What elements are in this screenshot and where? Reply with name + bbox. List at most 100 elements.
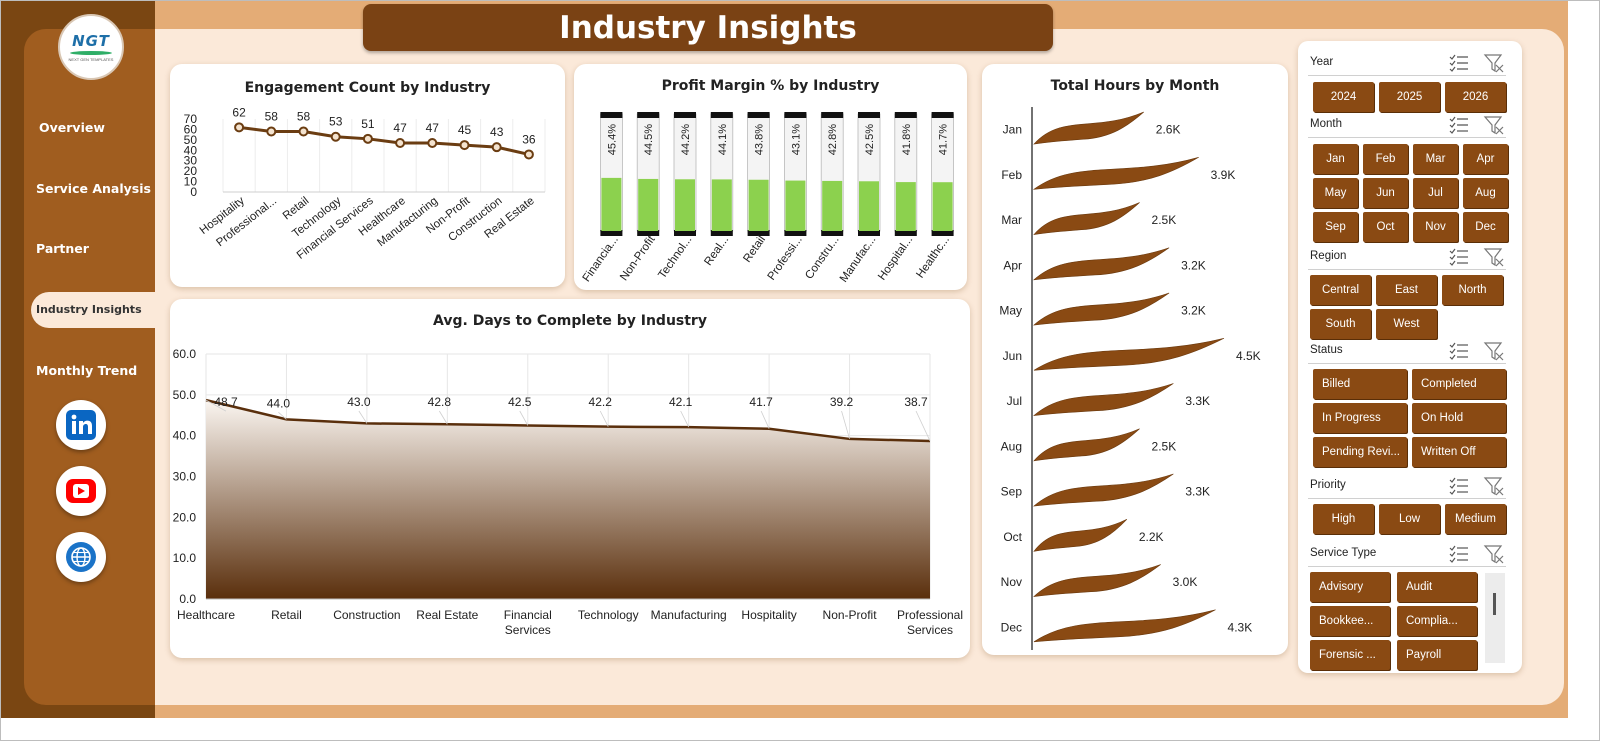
status-option-3[interactable]: On Hold <box>1412 403 1506 433</box>
region-option-4[interactable]: West <box>1376 309 1437 339</box>
month-option-9[interactable]: Oct <box>1363 212 1408 242</box>
y-tick-label: 60.0 <box>173 347 197 361</box>
priority-option-1[interactable]: Low <box>1379 504 1440 534</box>
nav-overview[interactable]: Overview <box>39 120 105 135</box>
month-option-10[interactable]: Nov <box>1413 212 1458 242</box>
status-multiselect-icon[interactable] <box>1448 341 1470 361</box>
status-option-2[interactable]: In Progress <box>1313 403 1407 433</box>
x-tick-label: Retail <box>271 608 302 622</box>
y-tick-label: Mar <box>1001 213 1022 227</box>
hours-bar <box>1033 519 1128 552</box>
status-option-1[interactable]: Completed <box>1412 369 1506 399</box>
region-option-3[interactable]: South <box>1310 309 1371 339</box>
service-type-scrollbar[interactable] <box>1485 573 1505 663</box>
year-option-2[interactable]: 2026 <box>1445 82 1506 112</box>
status-option-4[interactable]: Pending Revi... <box>1313 437 1407 467</box>
nav-industry-insights[interactable]: Industry Insights <box>31 292 155 328</box>
youtube-button[interactable] <box>56 466 106 516</box>
month-option-5[interactable]: Jun <box>1363 178 1408 208</box>
nav-monthly-trend[interactable]: Monthly Trend <box>36 363 138 378</box>
month-option-1[interactable]: Feb <box>1363 144 1408 174</box>
funnel-shape <box>1483 248 1503 267</box>
year-option-0[interactable]: 2024 <box>1313 82 1374 112</box>
data-point <box>459 140 470 151</box>
website-button[interactable] <box>56 532 106 582</box>
month-option-4[interactable]: May <box>1313 178 1358 208</box>
data-label: 3.2K <box>1181 304 1206 318</box>
data-label: 43 <box>490 125 504 139</box>
y-tick-label: 10 <box>184 175 198 189</box>
service_type-option-5[interactable]: Payroll <box>1397 640 1477 670</box>
service_type-option-1[interactable]: Audit <box>1397 572 1477 602</box>
year-slicer-label: Year <box>1310 56 1334 68</box>
status-clear-filter-icon[interactable] <box>1483 341 1505 361</box>
month-clear-filter-icon[interactable] <box>1483 115 1505 135</box>
leader-line <box>760 410 770 429</box>
data-label: 43.0 <box>347 395 371 409</box>
month-option-8[interactable]: Sep <box>1313 212 1358 242</box>
bar-bottom-cap <box>710 230 733 236</box>
leader-line <box>519 410 529 426</box>
y-tick-label: 70 <box>184 112 198 126</box>
service_type-option-3[interactable]: Complia... <box>1397 606 1477 636</box>
leader-line <box>841 410 850 440</box>
region-option-1[interactable]: East <box>1376 275 1437 305</box>
x-tick-label: Manufac... <box>838 234 879 285</box>
month-option-2[interactable]: Mar <box>1413 144 1458 174</box>
year-option-1[interactable]: 2025 <box>1379 82 1440 112</box>
data-label: 42.1 <box>669 395 693 409</box>
y-tick-label: 20 <box>184 164 198 178</box>
data-label: 51 <box>361 117 375 131</box>
month-option-7[interactable]: Aug <box>1463 178 1508 208</box>
priority-option-0[interactable]: High <box>1313 504 1374 534</box>
year-clear-filter-icon[interactable] <box>1483 53 1505 73</box>
service_type-option-4[interactable]: Forensic ... <box>1310 640 1390 670</box>
linkedin-button[interactable] <box>56 400 106 450</box>
clear-x <box>1495 126 1504 135</box>
data-point <box>362 133 373 144</box>
hours-bar <box>1032 156 1199 190</box>
y-tick-label: 40 <box>184 143 198 157</box>
data-label: 3.3K <box>1185 394 1210 408</box>
year-multiselect-icon[interactable] <box>1448 53 1470 73</box>
service_type-clear-filter-icon[interactable] <box>1483 544 1505 564</box>
month-multiselect-icon[interactable] <box>1448 115 1470 135</box>
region-clear-filter-icon[interactable] <box>1483 247 1505 267</box>
month-option-0[interactable]: Jan <box>1313 144 1358 174</box>
status-option-0[interactable]: Billed <box>1313 369 1407 399</box>
data-label: 42.2 <box>589 395 613 409</box>
priority-multiselect-icon[interactable] <box>1448 476 1470 496</box>
month-option-3[interactable]: Apr <box>1463 144 1508 174</box>
priority-option-2[interactable]: Medium <box>1445 504 1506 534</box>
service_type-option-2[interactable]: Bookkee... <box>1310 606 1390 636</box>
check-mark <box>1449 483 1456 489</box>
page-title: Industry Insights <box>559 9 857 46</box>
month-option-11[interactable]: Dec <box>1463 212 1508 242</box>
x-tick-label: Real... <box>702 234 731 268</box>
profit-bar <box>601 177 622 231</box>
region-option-0[interactable]: Central <box>1310 275 1371 305</box>
service_type-slicer-label: Service Type <box>1310 547 1377 559</box>
x-tick-label: Technology <box>578 608 639 622</box>
data-label: 58 <box>297 110 311 124</box>
region-multiselect-icon[interactable] <box>1448 247 1470 267</box>
bar-top-cap <box>674 112 696 118</box>
data-point <box>298 126 309 137</box>
data-label: 4.5K <box>1236 349 1261 363</box>
service_type-multiselect-icon[interactable] <box>1448 544 1470 564</box>
service_type-option-0[interactable]: Advisory <box>1310 572 1390 602</box>
x-tick-label: Manufacturing <box>651 608 727 622</box>
nav-service-analysis[interactable]: Service Analysis <box>36 181 151 196</box>
priority-clear-filter-icon[interactable] <box>1483 476 1505 496</box>
y-tick-label: Nov <box>1001 575 1022 589</box>
y-tick-label: 30.0 <box>173 470 197 484</box>
month-option-6[interactable]: Jul <box>1413 178 1458 208</box>
status-option-5[interactable]: Written Off <box>1412 437 1506 467</box>
bar-top-cap <box>784 112 807 118</box>
clear-x <box>1495 64 1504 73</box>
logo-tagline: NEXT GEN TEMPLATES <box>68 57 114 62</box>
nav-partner[interactable]: Partner <box>36 241 89 256</box>
region-option-2[interactable]: North <box>1442 275 1503 305</box>
scrollbar-thumb[interactable] <box>1493 593 1496 615</box>
